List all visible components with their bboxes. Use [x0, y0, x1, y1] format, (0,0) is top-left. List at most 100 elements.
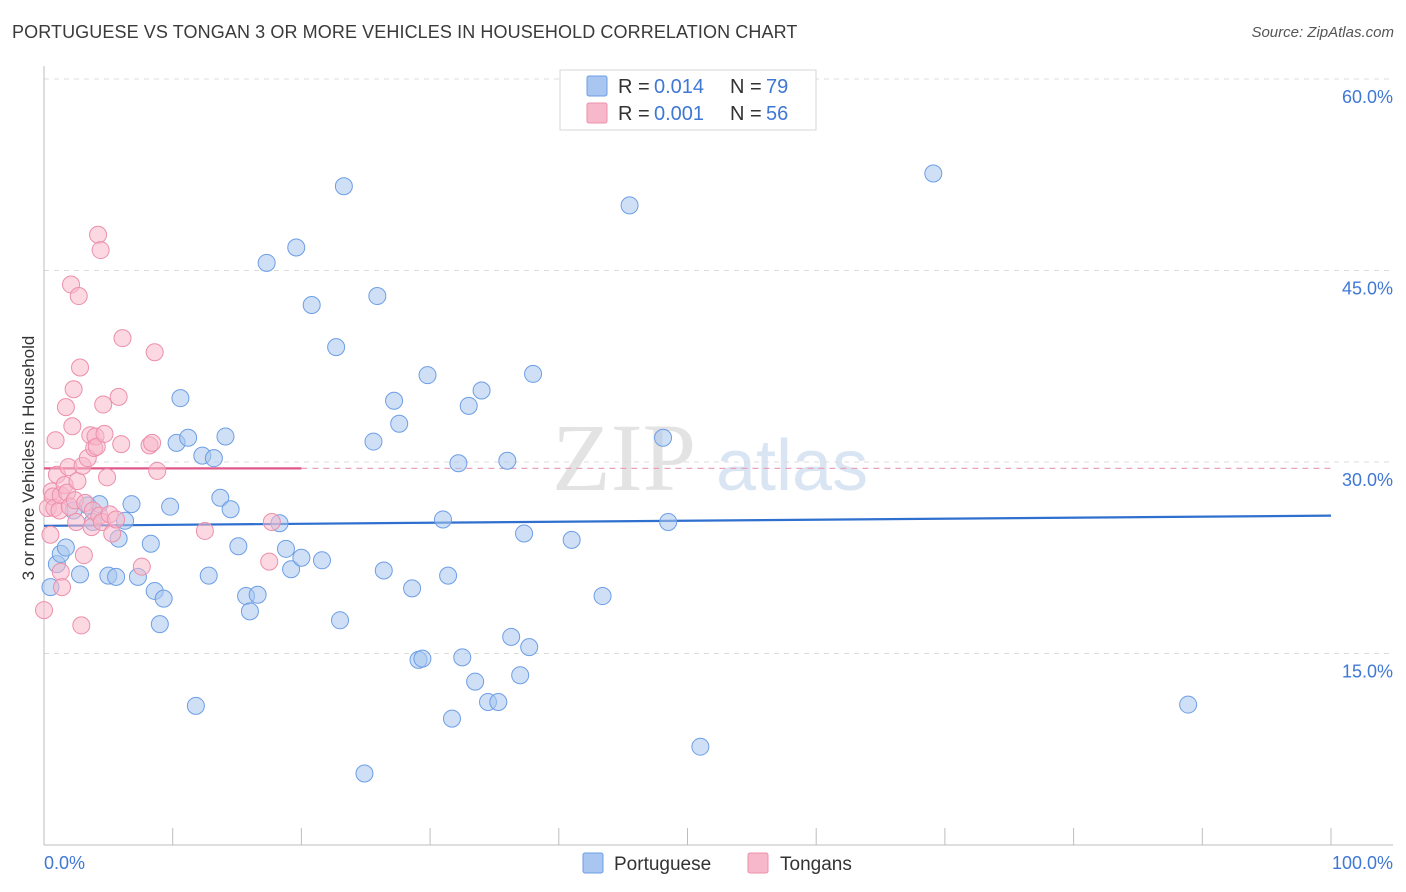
point-tongans-38	[91, 241, 110, 260]
point-tongans-18	[63, 417, 82, 436]
bottom-legend-swatch-portuguese	[582, 852, 604, 874]
point-tongans-23	[69, 287, 88, 306]
source-label: Source: ZipAtlas.com	[1251, 24, 1394, 41]
watermark-atlas: atlas	[716, 426, 868, 506]
point-tongans-56	[262, 513, 281, 532]
x-tick-label-max: 100.0%	[1332, 853, 1393, 873]
point-tongans-10	[51, 562, 70, 581]
point-portuguese-71	[562, 530, 581, 549]
point-portuguese-51	[403, 579, 422, 598]
legend-r-label-portuguese: R =	[618, 76, 650, 98]
point-portuguese-72	[593, 587, 612, 606]
point-portuguese-17	[150, 615, 169, 634]
point-portuguese-47	[368, 287, 387, 306]
point-portuguese-28	[216, 427, 235, 446]
y-tick-label-45: 45.0%	[1342, 279, 1393, 299]
point-tongans-11	[53, 578, 72, 597]
point-portuguese-73	[620, 196, 639, 215]
point-tongans-48	[113, 329, 132, 348]
bottom-legend-label-tongans: Tongans	[780, 854, 852, 875]
trend-line-portuguese	[43, 514, 1332, 527]
legend-swatch-portuguese	[586, 75, 608, 97]
y-tick-label-60: 60.0%	[1342, 87, 1393, 107]
point-portuguese-25	[199, 566, 218, 585]
point-portuguese-34	[257, 253, 276, 272]
point-portuguese-45	[355, 764, 374, 783]
point-tongans-54	[195, 521, 214, 540]
bottom-legend: Portuguese Tongans	[582, 852, 852, 875]
point-portuguese-77	[924, 164, 943, 183]
point-portuguese-69	[520, 638, 539, 657]
y-tick-labels: 15.0% 30.0% 45.0% 60.0%	[1342, 87, 1393, 682]
point-portuguese-30	[229, 537, 248, 556]
bottom-legend-swatch-tongans	[747, 852, 769, 874]
point-tongans-27	[74, 546, 93, 565]
point-portuguese-78	[1179, 695, 1198, 714]
point-portuguese-48	[374, 561, 393, 580]
point-portuguese-46	[364, 432, 383, 451]
y-axis-label: 3 or more Vehicles in Household	[19, 336, 38, 581]
point-tongans-55	[260, 552, 279, 571]
point-portuguese-61	[466, 672, 485, 691]
point-portuguese-43	[331, 611, 350, 630]
legend-r-label-tongans: R =	[618, 103, 650, 125]
point-portuguese-75	[659, 513, 678, 532]
point-portuguese-70	[524, 364, 543, 383]
x-tick-label-min: 0.0%	[44, 853, 85, 873]
point-portuguese-66	[502, 627, 521, 646]
legend-n-label-tongans: N =	[730, 103, 762, 125]
point-portuguese-67	[511, 666, 530, 685]
data-points	[35, 164, 1198, 783]
point-portuguese-68	[515, 524, 534, 543]
point-portuguese-59	[453, 648, 472, 667]
point-tongans-24	[71, 358, 90, 377]
point-portuguese-5	[71, 565, 90, 584]
legend: R = 0.014 N = 79 R = 0.001 N = 56	[559, 69, 817, 131]
point-portuguese-38	[287, 238, 306, 257]
point-portuguese-22	[179, 428, 198, 447]
point-portuguese-41	[312, 551, 331, 570]
point-portuguese-55	[433, 510, 452, 529]
point-tongans-19	[64, 380, 83, 399]
point-portuguese-36	[276, 539, 295, 558]
watermark: ZIP atlas	[552, 404, 868, 511]
point-portuguese-57	[442, 709, 461, 728]
bottom-legend-label-portuguese: Portuguese	[614, 854, 711, 875]
legend-n-value-tongans: 56	[766, 103, 788, 125]
point-portuguese-54	[418, 366, 437, 385]
point-tongans-2	[41, 525, 60, 544]
point-tongans-0	[35, 601, 53, 620]
point-tongans-42	[98, 468, 117, 487]
point-portuguese-39	[292, 548, 311, 567]
point-tongans-6	[46, 431, 65, 450]
axes	[43, 66, 1393, 846]
point-tongans-21	[67, 513, 86, 532]
point-portuguese-50	[390, 414, 409, 433]
point-portuguese-15	[141, 534, 160, 553]
point-tongans-25	[72, 616, 91, 635]
point-portuguese-3	[56, 538, 75, 557]
point-tongans-46	[109, 387, 128, 406]
legend-n-value-portuguese: 79	[766, 76, 788, 98]
point-tongans-49	[132, 557, 151, 576]
point-portuguese-32	[240, 602, 259, 621]
point-portuguese-27	[211, 488, 230, 507]
point-portuguese-21	[171, 389, 190, 408]
point-portuguese-40	[302, 295, 321, 314]
point-portuguese-49	[385, 391, 404, 410]
gridlines	[44, 78, 1393, 654]
y-tick-label-30: 30.0%	[1342, 470, 1393, 490]
point-portuguese-42	[327, 338, 346, 357]
point-portuguese-58	[449, 454, 468, 473]
y-tick-label-15: 15.0%	[1342, 662, 1393, 682]
point-tongans-36	[89, 225, 108, 244]
point-tongans-53	[148, 461, 167, 480]
point-portuguese-65	[498, 451, 517, 470]
point-tongans-51	[143, 433, 162, 452]
point-portuguese-76	[691, 737, 710, 756]
point-portuguese-13	[122, 495, 141, 514]
watermark-zip: ZIP	[552, 404, 696, 511]
legend-r-value-tongans: 0.001	[654, 103, 704, 125]
point-portuguese-18	[154, 589, 173, 608]
